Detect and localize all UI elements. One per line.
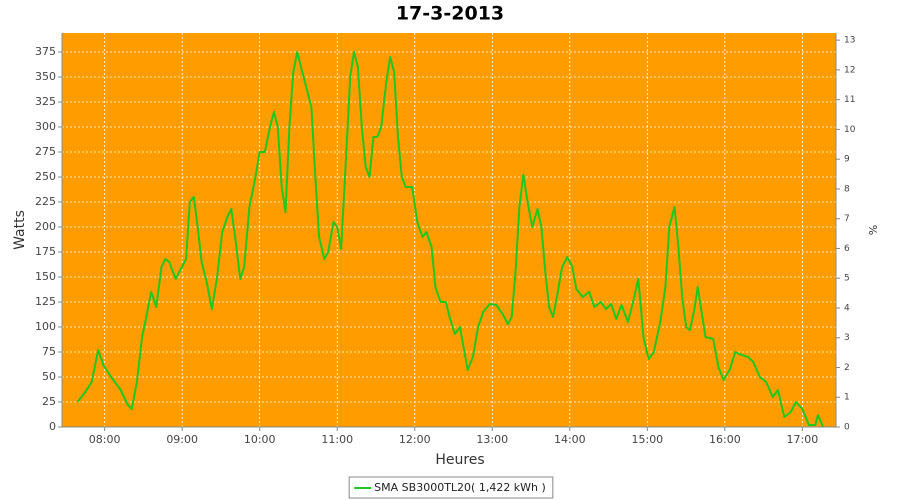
y2-tick-label: 0: [844, 423, 850, 433]
y-tick-label: 225: [35, 195, 56, 208]
x-tick-label: 16:00: [709, 433, 741, 446]
x-tick-label: 14:00: [554, 433, 586, 446]
y-tick-label: 150: [35, 270, 56, 283]
y2-tick-label: 12: [844, 65, 855, 75]
y-tick-label: 200: [35, 220, 56, 233]
y-tick-label: 25: [42, 395, 56, 408]
y-tick-label: 125: [35, 295, 56, 308]
y-tick-label: 250: [35, 170, 56, 183]
y-axis-label: Watts: [12, 210, 28, 250]
y2-axis-label: %: [866, 225, 879, 235]
x-axis-label: Heures: [435, 452, 484, 468]
legend-label: SMA SB3000TL20( 1,422 kWh ): [374, 481, 546, 494]
y-tick-label: 300: [35, 120, 56, 133]
y-tick-label: 100: [35, 320, 56, 333]
y2-tick-label: 10: [844, 125, 856, 135]
y-tick-label: 175: [35, 245, 56, 258]
series-line: [76, 51, 825, 428]
legend: SMA SB3000TL20( 1,422 kWh ): [348, 476, 554, 499]
y2-tick-label: 4: [844, 303, 850, 313]
legend-box: [348, 476, 554, 499]
y-tick-label: 275: [35, 145, 56, 158]
y-tick-label: 75: [42, 345, 56, 358]
y2-tick-label: 2: [844, 363, 850, 373]
y2-tick-label: 1: [844, 393, 850, 403]
y2-tick-label: 9: [844, 155, 850, 165]
y-tick-label: 350: [35, 70, 56, 83]
y-tick-label: 50: [42, 370, 56, 383]
y2-tick-label: 5: [844, 274, 850, 284]
x-tick-label: 08:00: [89, 433, 121, 446]
chart-title: 17-3-2013: [396, 3, 504, 25]
x-tick-label: 09:00: [166, 433, 198, 446]
y2-tick-label: 7: [844, 214, 850, 224]
x-tick-label: 15:00: [631, 433, 663, 446]
y2-tick-label: 11: [844, 95, 855, 105]
plot-background: [62, 33, 836, 427]
y2-tick-label: 8: [844, 184, 850, 194]
y2-tick-label: 6: [844, 244, 850, 254]
y-tick-label: 325: [35, 95, 56, 108]
y2-tick-label: 13: [844, 36, 855, 46]
y-tick-label: 375: [35, 45, 56, 58]
x-tick-label: 12:00: [399, 433, 431, 446]
y2-tick-label: 3: [844, 333, 850, 343]
x-tick-label: 10:00: [244, 433, 276, 446]
x-tick-label: 11:00: [321, 433, 353, 446]
y-tick-label: 0: [49, 420, 56, 433]
x-tick-label: 17:00: [787, 433, 819, 446]
x-tick-label: 13:00: [476, 433, 508, 446]
